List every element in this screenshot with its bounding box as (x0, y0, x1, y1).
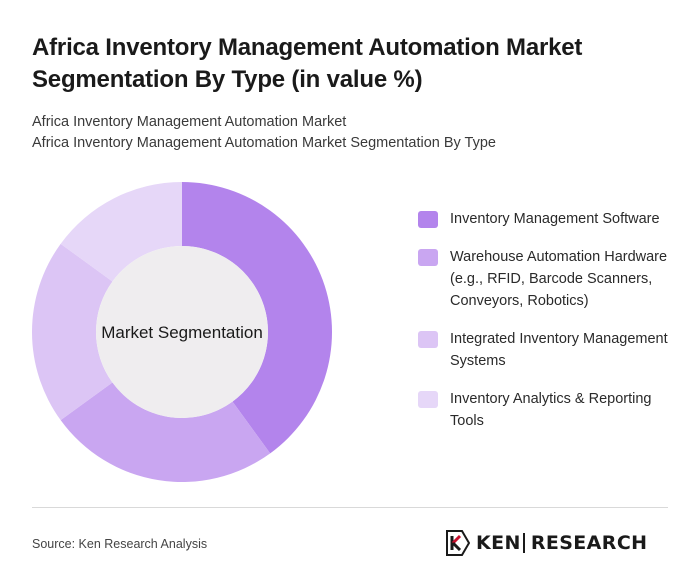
legend-item-1: Inventory Management Software (418, 208, 688, 230)
donut-slice-4 (60, 182, 182, 282)
ken-research-logo: KEN RESEARCH (446, 530, 647, 556)
legend-label: Integrated Inventory Management Systems (450, 331, 668, 369)
source-note: Source: Ken Research Analysis (32, 537, 208, 551)
center-label: Market Segmentation (101, 323, 263, 342)
donut-slice-2 (60, 382, 271, 482)
donut-chart: Market Segmentation (30, 180, 334, 484)
footer-divider (32, 507, 668, 508)
legend-label: Warehouse Automation Hardware (e.g., RFI… (450, 249, 668, 309)
donut-chart-svg: Market Segmentation (31, 182, 332, 482)
chart-subtitle-market: Africa Inventory Management Automation M… (32, 114, 347, 130)
legend-label: Inventory Management Software (450, 211, 660, 227)
logo-brand-suffix: RESEARCH (530, 532, 648, 554)
legend-swatch (418, 331, 438, 348)
logo-separator (522, 533, 525, 553)
ken-research-wordmark: KEN RESEARCH (476, 532, 647, 554)
legend-swatch (418, 249, 438, 266)
legend-label: Inventory Analytics & Reporting Tools (450, 391, 652, 429)
legend-swatch (418, 391, 438, 408)
logo-brand-prefix: KEN (476, 532, 521, 554)
legend-swatch (418, 211, 438, 228)
legend-item-4: Inventory Analytics & Reporting Tools (418, 388, 688, 432)
legend-item-2: Warehouse Automation Hardware (e.g., RFI… (418, 246, 688, 312)
donut-slice-1 (182, 182, 332, 454)
donut-slice-3 (31, 243, 113, 421)
ken-research-logo-icon (446, 530, 470, 556)
chart-title: Africa Inventory Management Automation M… (32, 34, 583, 93)
chart-legend: Inventory Management Software Warehouse A… (418, 208, 688, 448)
chart-subtitle-segmentation: Africa Inventory Management Automation M… (32, 135, 496, 151)
legend-item-3: Integrated Inventory Management Systems (418, 328, 688, 372)
donut-slices (31, 182, 332, 482)
donut-center (96, 246, 268, 418)
